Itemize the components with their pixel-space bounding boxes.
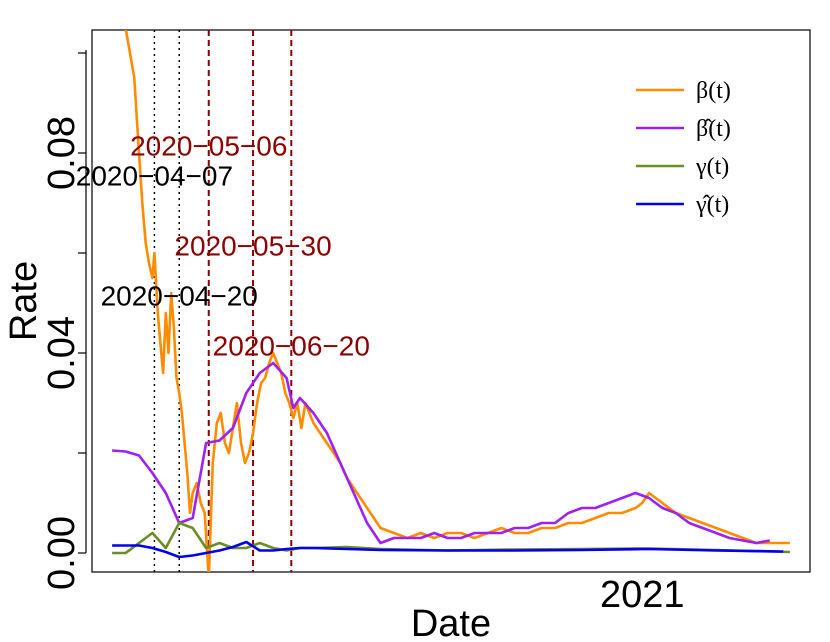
x-axis-title: Date <box>411 603 491 642</box>
y-axis: 0.00 0.04 0.08 <box>41 50 87 590</box>
series-line-2 <box>112 361 770 545</box>
series-line-4 <box>112 540 784 559</box>
plot-frame <box>91 29 811 573</box>
x-tick-label: 2021 <box>600 574 685 616</box>
y-tick-label: 0.08 <box>41 116 83 190</box>
legend: β(t) β̂(t) γ(t) γ̂(t) <box>636 78 731 218</box>
y-tick-label: 0.00 <box>41 516 83 590</box>
event-label: 2020−06−20 <box>213 331 370 362</box>
series-lines <box>112 30 790 572</box>
legend-label: β̂(t) <box>696 116 731 142</box>
x-axis: 2021 <box>600 574 685 616</box>
event-label: 2020−04−20 <box>101 281 258 312</box>
series-line-1 <box>124 30 790 572</box>
legend-label: β(t) <box>696 78 731 104</box>
legend-label: γ(t) <box>695 154 729 180</box>
y-axis-title: Rate <box>3 261 45 341</box>
y-tick-label: 0.04 <box>41 316 83 390</box>
legend-label: γ̂(t) <box>695 192 729 218</box>
event-label: 2020−04−07 <box>76 161 233 192</box>
event-label: 2020−05−30 <box>174 231 331 262</box>
event-labels: 2020−04−07 2020−04−20 2020−05−06 2020−05−30… <box>76 131 370 362</box>
event-label: 2020−05−06 <box>130 131 287 162</box>
event-lines <box>153 30 293 572</box>
